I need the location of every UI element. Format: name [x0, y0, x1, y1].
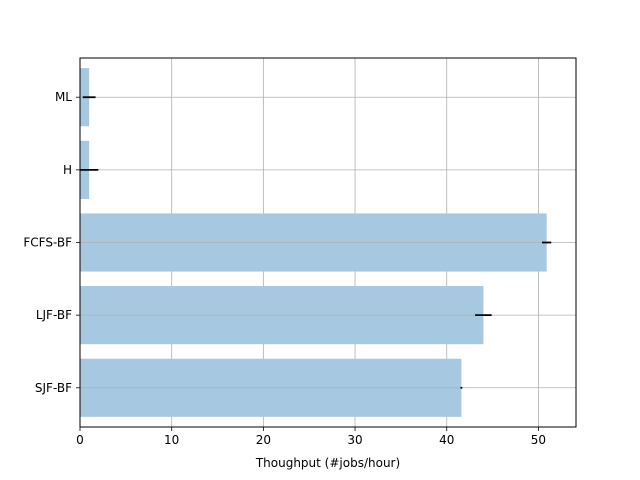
x-tick-label: 30 — [347, 433, 362, 447]
x-axis-ticks: 0 10 20 30 40 50 — [76, 427, 546, 447]
y-tick-label: FCFS-BF — [23, 236, 72, 250]
x-axis-label: Thoughput (#jobs/hour) — [255, 456, 400, 470]
category-grid-lines — [80, 96, 576, 389]
error-bars — [80, 96, 552, 389]
y-tick-label: ML — [55, 90, 72, 104]
y-axis-ticks: SJF-BF LJF-BF FCFS-BF H ML — [23, 90, 80, 395]
x-tick-label: 20 — [256, 433, 271, 447]
y-tick-label: SJF-BF — [35, 381, 72, 395]
x-tick-label: 40 — [439, 433, 454, 447]
x-tick-label: 50 — [531, 433, 546, 447]
x-tick-label: 10 — [164, 433, 179, 447]
x-tick-label: 0 — [76, 433, 84, 447]
y-tick-label: H — [63, 163, 72, 177]
y-tick-label: LJF-BF — [36, 308, 72, 322]
